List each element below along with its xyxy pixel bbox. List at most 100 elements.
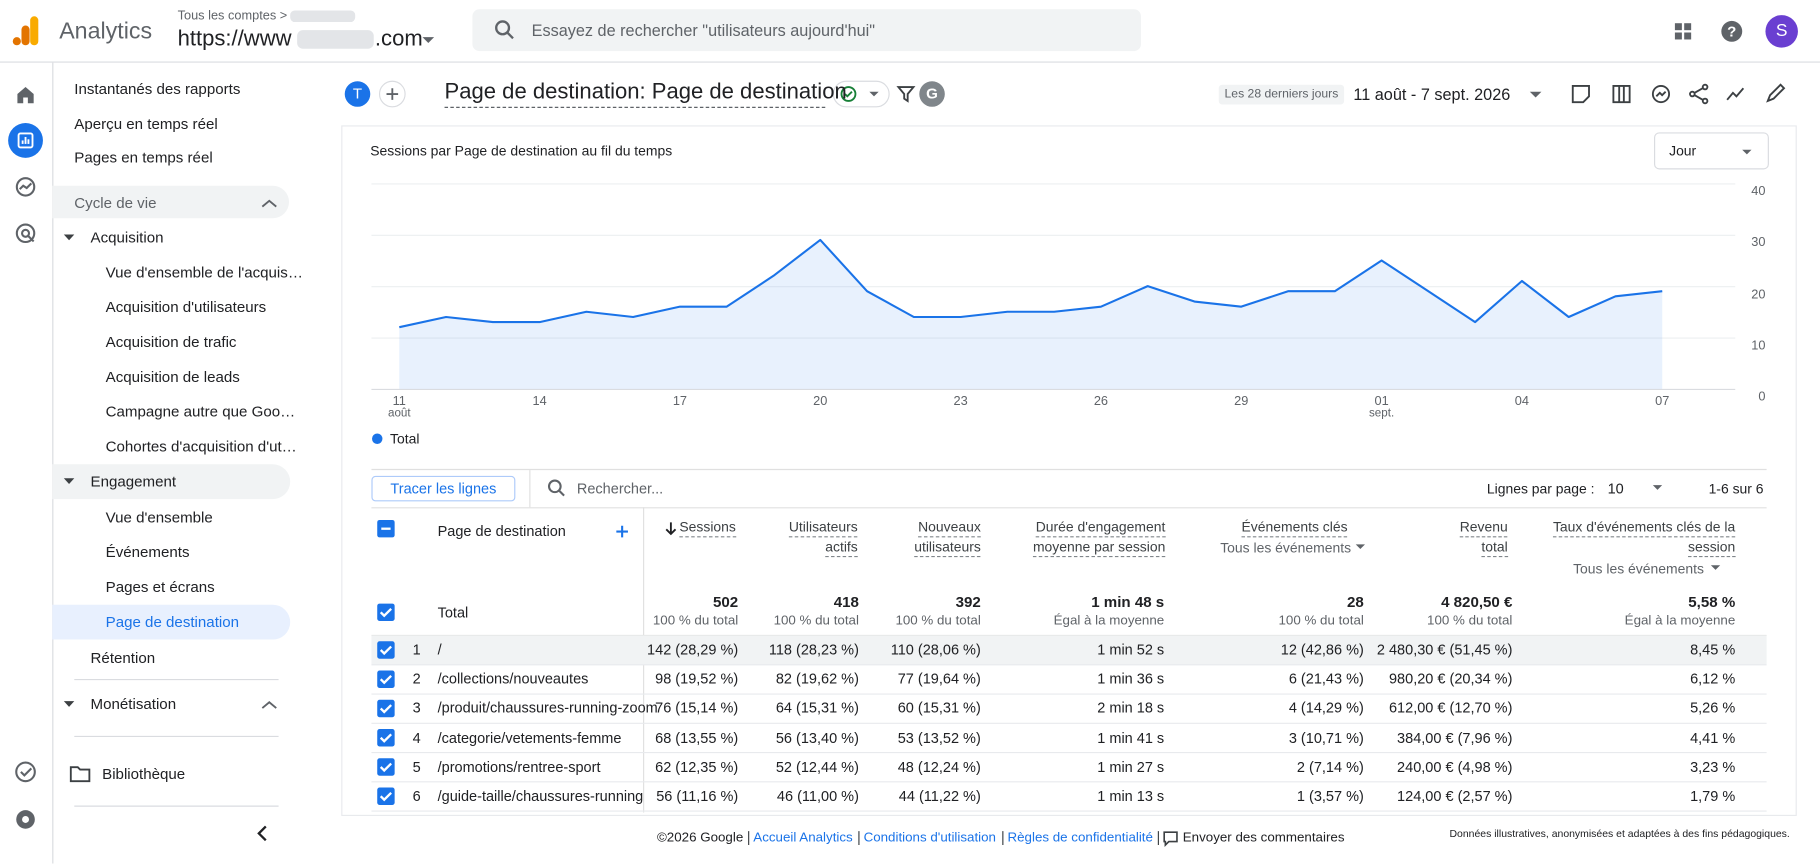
x-tick-label: 17 [672, 394, 688, 409]
column-filter[interactable]: Tous les événements [1220, 539, 1352, 556]
nav-section[interactable]: Cycle de vie [74, 193, 157, 212]
column-header[interactable]: Utilisateurs [788, 519, 858, 538]
interval-select[interactable] [1654, 132, 1769, 170]
add-dimension[interactable] [616, 525, 628, 538]
column-header[interactable]: actifs [825, 539, 858, 558]
product-name: Analytics [59, 18, 153, 45]
report-tools[interactable] [1571, 83, 1786, 105]
nav-item[interactable]: Cohortes d'acquisition d'ut… [105, 437, 297, 455]
column-header[interactable]: Événements clés [1241, 519, 1348, 538]
nav-item[interactable]: Rétention [90, 648, 156, 667]
nav-item[interactable]: Aperçu en temps réel [74, 114, 218, 132]
nav-group[interactable]: Monétisation [90, 695, 177, 713]
filter-icon[interactable] [896, 86, 916, 103]
home-icon[interactable] [17, 87, 34, 104]
nav-group[interactable]: Acquisition [90, 228, 164, 247]
interval-value[interactable]: Jour [1669, 142, 1697, 160]
footer-link[interactable]: Conditions d'utilisation [863, 831, 996, 845]
row-cell: 980,20 € (20,34 %) [1388, 671, 1513, 688]
admin-check-icon[interactable] [15, 761, 36, 783]
add-comparison[interactable] [378, 80, 406, 108]
search-box[interactable] [472, 9, 1141, 52]
column-filter[interactable]: Tous les événements [1573, 560, 1704, 577]
nav-group[interactable]: Engagement [90, 472, 177, 490]
row-rank: 4 [412, 729, 421, 746]
section-chevron[interactable] [261, 199, 277, 208]
blurred-account [290, 10, 356, 23]
monetisation-caret[interactable] [63, 701, 75, 707]
column-header[interactable]: Taux d'événements clés de la [1552, 519, 1736, 538]
rate-filter-caret[interactable] [1710, 565, 1721, 570]
sort-arrow[interactable] [665, 522, 677, 536]
feedback-icon[interactable] [1163, 831, 1178, 847]
settings-icon[interactable] [16, 810, 35, 829]
date-caret[interactable] [1529, 91, 1542, 98]
column-header[interactable]: utilisateurs [914, 539, 981, 558]
row-cell: 64 (15,31 %) [775, 700, 859, 717]
nav-item[interactable]: Acquisition de trafic [105, 333, 237, 351]
nav-item[interactable]: Campagne autre que Goo… [105, 402, 296, 421]
nav-item[interactable]: Acquisition d'utilisateurs [105, 298, 267, 316]
nav-item[interactable]: Vue d'ensemble de l'acquis… [105, 263, 303, 281]
column-header[interactable]: Nouveaux [918, 519, 981, 538]
plot-button[interactable] [371, 475, 516, 502]
collapse-chevron[interactable] [257, 825, 267, 842]
status-chip[interactable] [832, 80, 890, 108]
search-placeholder[interactable]: Essayez de rechercher "utilisateurs aujo… [531, 20, 876, 40]
table-search[interactable]: Rechercher... [576, 480, 664, 497]
help-icon[interactable]: ? [1721, 20, 1743, 42]
date-range[interactable]: 11 août - 7 sept. 2026 [1353, 84, 1511, 104]
nav-item[interactable]: Instantanés des rapports [74, 80, 241, 98]
filter-badge[interactable] [919, 81, 945, 107]
total-value: 5,58 % [1688, 593, 1736, 611]
footer-link[interactable]: Règles de confidentialité [1007, 831, 1153, 845]
property-url[interactable]: .com [374, 26, 423, 52]
column-header[interactable]: Sessions [679, 519, 736, 538]
row-checkbox[interactable] [377, 787, 395, 805]
row-checkbox[interactable] [377, 641, 395, 659]
engagement-caret[interactable] [63, 478, 75, 485]
row-checkbox[interactable] [377, 699, 395, 718]
column-header[interactable]: moyenne par session [1032, 539, 1166, 558]
nav-item[interactable]: Acquisition de leads [105, 367, 240, 386]
avatar[interactable] [1765, 15, 1798, 48]
acquisition-caret[interactable] [63, 234, 75, 241]
total-value: 1 min 48 s [1091, 593, 1165, 611]
events-filter-caret[interactable] [1355, 544, 1365, 550]
row-checkbox[interactable] [377, 758, 395, 776]
nav-item[interactable]: Vue d'ensemble [105, 508, 213, 526]
apps-icon[interactable] [1674, 23, 1692, 40]
rows-per-page-label: Lignes par page : [1486, 480, 1595, 497]
row-cell: 1 min 41 s [1097, 729, 1165, 746]
rows-per-page[interactable]: 10 [1607, 480, 1624, 497]
select-all[interactable] [377, 519, 395, 538]
row-checkbox[interactable] [377, 729, 395, 747]
row-checkbox[interactable] [377, 670, 395, 688]
column-header[interactable]: session [1688, 539, 1736, 558]
column-header[interactable]: total [1481, 539, 1508, 558]
comparison-letter: T [352, 84, 363, 103]
footer-feedback[interactable]: Envoyer des commentaires [1182, 831, 1345, 845]
plot-button-label[interactable]: Tracer les lignes [390, 480, 497, 497]
account-path[interactable]: Tous les comptes > [177, 9, 288, 24]
nav-item[interactable]: Bibliothèque [102, 764, 186, 783]
table-search-icon [547, 479, 565, 497]
rows-caret[interactable] [1652, 485, 1663, 490]
property-url[interactable]: https://www [177, 26, 292, 52]
advertising-icon[interactable] [15, 223, 36, 244]
column-header[interactable]: Revenu [1459, 519, 1508, 538]
column-header[interactable]: Durée d'engagement [1035, 519, 1166, 538]
explore-icon[interactable] [15, 177, 36, 197]
nav-item[interactable]: Pages en temps réel [74, 148, 213, 166]
nav-item[interactable]: Page de destination [105, 612, 240, 631]
logo [12, 16, 39, 46]
row-cell: 3,23 % [1690, 758, 1736, 776]
nav-item[interactable]: Événements [105, 543, 190, 561]
total-label: Total [437, 604, 469, 621]
row-cell: 4 (14,29 %) [1288, 700, 1364, 717]
property-caret[interactable] [422, 37, 435, 43]
footer-link[interactable]: Accueil Analytics [753, 831, 853, 845]
nav-item[interactable]: Pages et écrans [105, 578, 215, 596]
comparison-badge[interactable] [344, 81, 371, 107]
monetisation-chevron[interactable] [261, 701, 277, 709]
